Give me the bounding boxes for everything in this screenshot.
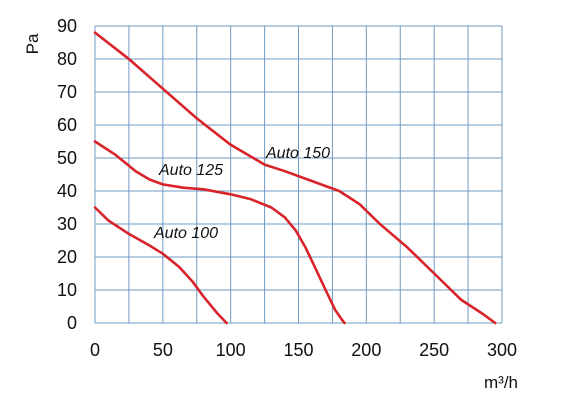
y-tick-label: 20 (57, 247, 77, 267)
y-tick-label: 30 (57, 214, 77, 234)
y-tick-label: 80 (57, 49, 77, 69)
x-tick-label: 150 (283, 340, 313, 360)
y-tick-label: 60 (57, 115, 77, 135)
x-tick-label: 250 (419, 340, 449, 360)
y-tick-label: 70 (57, 82, 77, 102)
x-axis-label: m³/h (484, 373, 518, 392)
grid (94, 25, 503, 324)
y-tick-label: 90 (57, 16, 77, 36)
x-tick-label: 300 (487, 340, 517, 360)
series-labels: Auto 100 Auto 125 Auto 150 (153, 145, 330, 242)
x-tick-label: 200 (351, 340, 381, 360)
curves (93, 31, 497, 325)
label-auto-150: Auto 150 (265, 145, 330, 162)
curve-auto-100 (93, 206, 228, 325)
y-tick-label: 50 (57, 148, 77, 168)
label-auto-125: Auto 125 (158, 162, 223, 179)
label-auto-100: Auto 100 (153, 225, 218, 242)
y-tick-label: 10 (57, 280, 77, 300)
tick-labels: 0 50 100 150 200 250 300 0 10 20 30 40 50 60 70 80 90 (57, 16, 517, 360)
x-tick-label: 50 (153, 340, 173, 360)
x-tick-label: 100 (216, 340, 246, 360)
y-tick-label: 40 (57, 181, 77, 201)
y-axis-label: Pa (23, 33, 42, 54)
x-tick-label: 0 (90, 340, 100, 360)
curve-auto-150 (93, 31, 497, 325)
curve-auto-125 (93, 140, 346, 325)
y-tick-label: 0 (67, 313, 77, 333)
